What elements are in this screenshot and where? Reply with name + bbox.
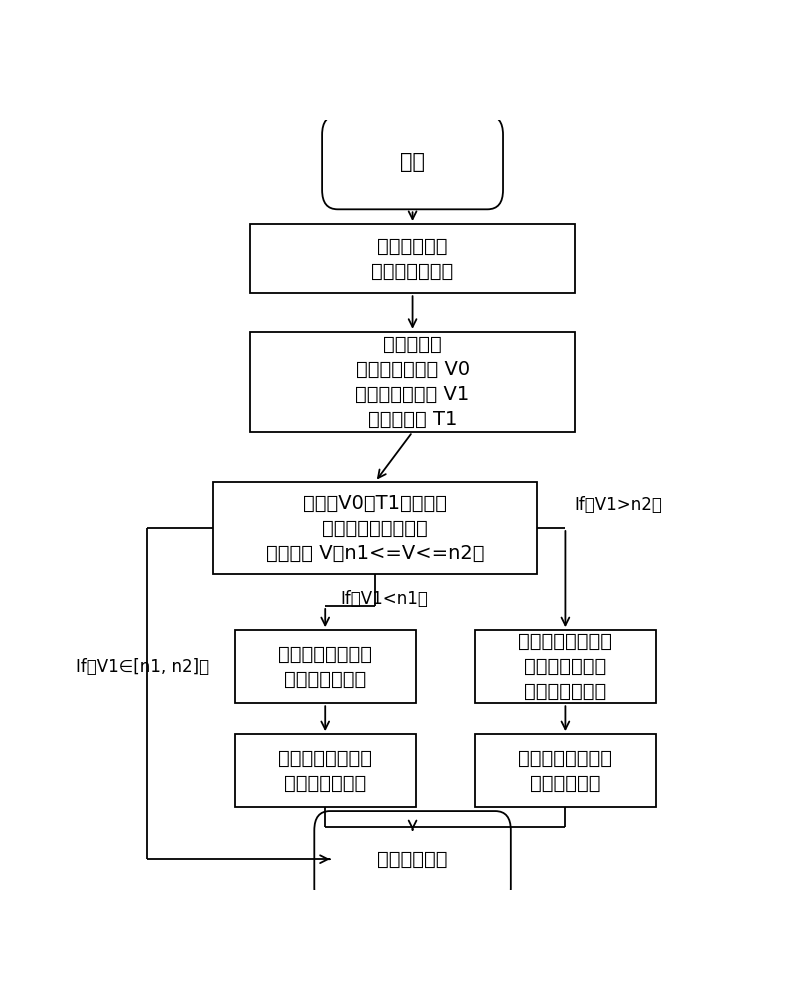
Text: 读取配置文件
获取版本配套表: 读取配置文件 获取版本配套表: [371, 237, 454, 281]
FancyBboxPatch shape: [322, 115, 503, 209]
FancyBboxPatch shape: [314, 811, 511, 907]
Text: If（V1<n1）: If（V1<n1）: [341, 590, 428, 608]
Text: 提示：系统软件版
本低尽快升级: 提示：系统软件版 本低尽快升级: [518, 749, 613, 793]
Bar: [250, 224, 575, 293]
Bar: [235, 630, 415, 703]
Text: 提示：下位机软件
版本低尽快升级: 提示：下位机软件 版本低尽快升级: [279, 749, 372, 793]
Text: 下位机上报测点数
大于系统记录値
丢弃多报的测点: 下位机上报测点数 大于系统记录値 丢弃多报的测点: [518, 632, 613, 701]
Text: 开始: 开始: [400, 152, 425, 172]
Text: If（V1>n2）: If（V1>n2）: [575, 496, 663, 514]
Text: 下位机上报测点数
小于系统记录値: 下位机上报测点数 小于系统记录値: [279, 645, 372, 689]
Text: 获取信息：
系统的软件版本 V0
下位机软件版本 V1
下位机类型 T1: 获取信息： 系统的软件版本 V0 下位机软件版本 V1 下位机类型 T1: [356, 335, 469, 429]
Bar: [235, 734, 415, 807]
Text: If（V1∈[n1, n2]）: If（V1∈[n1, n2]）: [76, 658, 209, 676]
Bar: [213, 482, 538, 574]
Bar: [475, 630, 656, 703]
Text: 程序正常运行: 程序正常运行: [378, 850, 448, 869]
Bar: [475, 734, 656, 807]
Text: 根据（V0，T1）从版本
配套表中查询下位机
配套版本 V（n1<=V<=n2）: 根据（V0，T1）从版本 配套表中查询下位机 配套版本 V（n1<=V<=n2）: [266, 494, 485, 563]
Bar: [250, 332, 575, 432]
